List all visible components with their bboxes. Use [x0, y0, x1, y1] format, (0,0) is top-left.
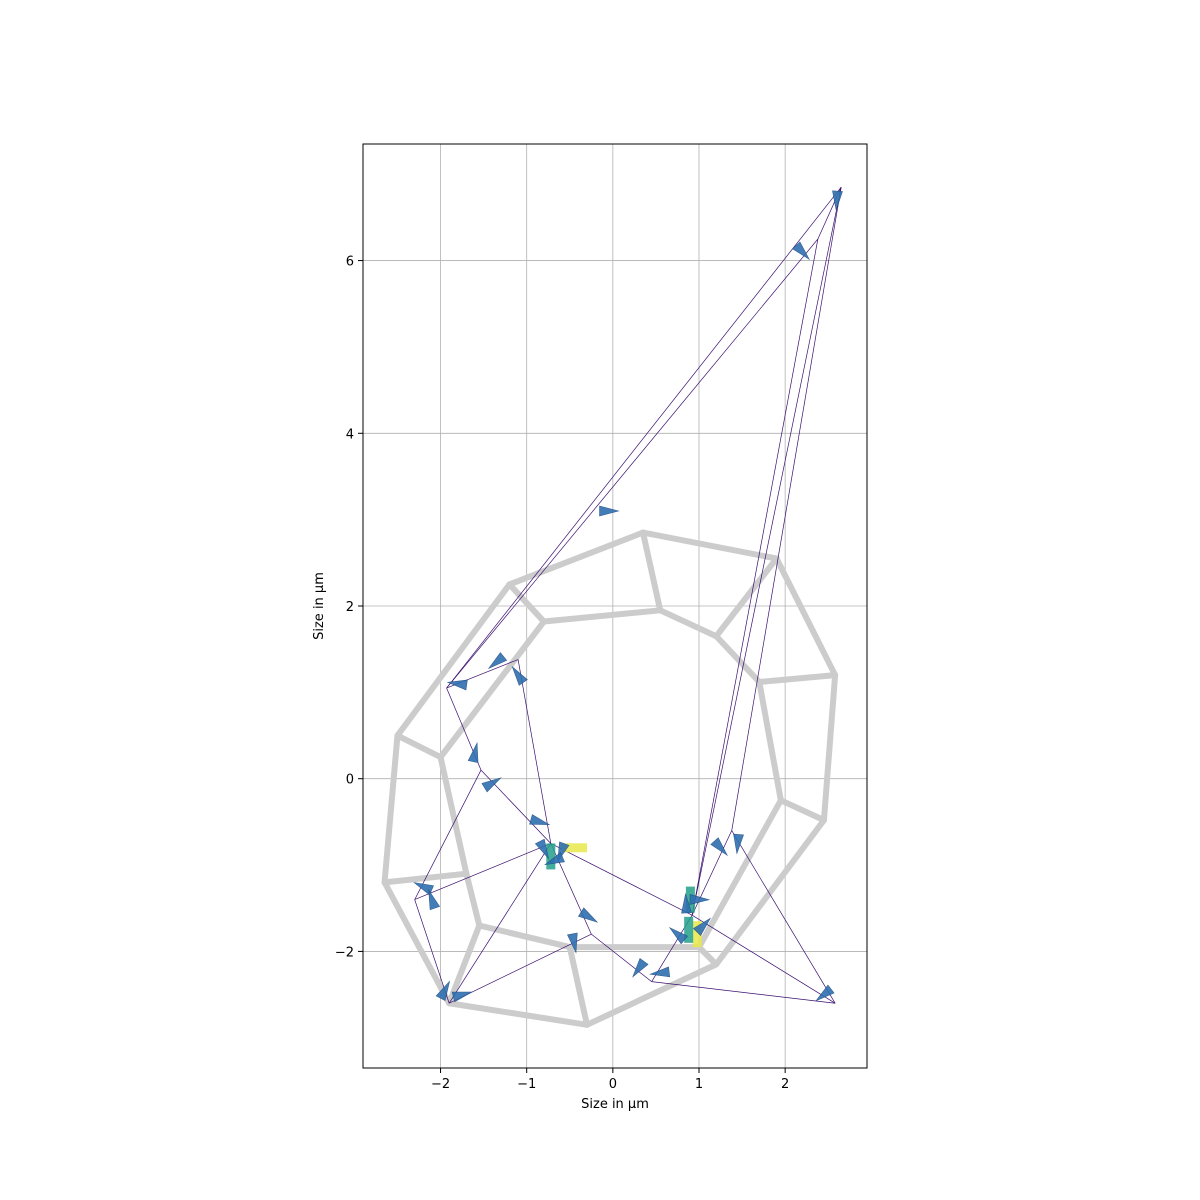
cell-edges	[381, 529, 839, 1028]
arrow-marker	[435, 980, 451, 1002]
arrow-marker	[710, 837, 729, 857]
link-line	[448, 843, 552, 1004]
cell-edge	[696, 797, 784, 951]
cell-edge	[476, 922, 573, 951]
arrow-marker	[451, 991, 473, 1003]
arrow-marker	[534, 838, 549, 860]
cell-edge	[540, 607, 664, 625]
cell-edge	[820, 672, 839, 824]
cell-edge	[437, 618, 547, 761]
arrow-marker	[649, 966, 671, 978]
cell-edge	[756, 678, 784, 804]
highlight-bar	[546, 843, 556, 870]
x-axis-label: Size in µm	[581, 1097, 649, 1112]
ticks: −2 −1 0 1 2 −2 0 2 4 6	[335, 255, 789, 1092]
cell-edge	[381, 879, 453, 1007]
y-tick-label: −2	[335, 945, 354, 960]
cell-edge	[640, 529, 664, 614]
cell-edge	[463, 870, 483, 929]
cell-edge	[506, 581, 547, 625]
highlight-bar	[692, 921, 702, 948]
link-line	[691, 914, 836, 1004]
arrow-marker	[529, 814, 551, 825]
link-line	[731, 187, 842, 831]
cell-edge	[657, 607, 720, 640]
cell-edge	[696, 944, 720, 968]
link-line	[446, 186, 842, 689]
cell-edge	[584, 961, 720, 1028]
link-line	[414, 899, 450, 1004]
y-tick-label: 6	[346, 255, 354, 270]
arrow-marker	[792, 241, 811, 261]
link-line	[550, 843, 693, 916]
link-line	[691, 187, 842, 916]
arrow-marker	[692, 917, 712, 936]
y-tick-label: 0	[346, 773, 354, 788]
arrow-marker	[681, 892, 692, 914]
arrow-marker	[446, 679, 468, 691]
arrows	[413, 190, 843, 1003]
link-line	[691, 238, 819, 916]
link-line	[731, 830, 836, 1004]
cell-edge	[713, 633, 763, 685]
arrow-marker	[689, 894, 711, 905]
cell-edge	[713, 817, 827, 968]
link-line	[446, 238, 819, 689]
x-tick-label: −1	[517, 1077, 536, 1092]
y-tick-label: 2	[346, 600, 354, 615]
cell-edge	[446, 922, 483, 1007]
cell-edge	[777, 797, 827, 824]
cell-edge	[446, 1000, 590, 1028]
cell-edge	[506, 529, 646, 588]
x-tick-label: 2	[781, 1077, 789, 1092]
cell-edge	[566, 944, 590, 1028]
arrow-marker	[481, 777, 502, 793]
cell-edge	[773, 555, 839, 679]
x-tick-label: −2	[431, 1077, 450, 1092]
arrow-marker	[599, 505, 620, 517]
cell-edge	[756, 672, 839, 685]
cell-edge	[394, 581, 513, 739]
arrow-marker	[632, 958, 649, 978]
highlight-bar	[684, 916, 694, 943]
grid-lines	[363, 144, 867, 1068]
arrow-marker	[668, 926, 689, 945]
arrow-marker	[467, 741, 479, 764]
link-line	[651, 981, 836, 1004]
arrow-marker	[428, 889, 441, 911]
arrow-marker	[832, 190, 843, 212]
cell-edge	[437, 754, 470, 877]
cell-edge	[713, 555, 780, 640]
links	[414, 186, 842, 1004]
y-axis-label: Size in µm	[312, 572, 327, 640]
arrow-marker	[733, 833, 744, 855]
arrow-marker	[511, 665, 528, 686]
arrow-marker	[577, 907, 599, 923]
link-line	[414, 769, 482, 900]
link-line	[414, 843, 551, 900]
arrow-marker	[543, 852, 565, 866]
cell-edge	[381, 732, 401, 886]
arrow-marker	[567, 932, 578, 954]
y-tick-label: 4	[346, 427, 354, 442]
arrow-marker	[815, 984, 835, 1002]
x-tick-label: 1	[695, 1077, 703, 1092]
x-tick-label: 0	[609, 1077, 617, 1092]
link-line	[517, 659, 552, 844]
cell-edge	[640, 529, 780, 562]
cell-edge	[394, 732, 444, 761]
arrow-marker	[487, 652, 508, 670]
link-line	[591, 933, 652, 982]
highlight-bar	[561, 843, 588, 853]
